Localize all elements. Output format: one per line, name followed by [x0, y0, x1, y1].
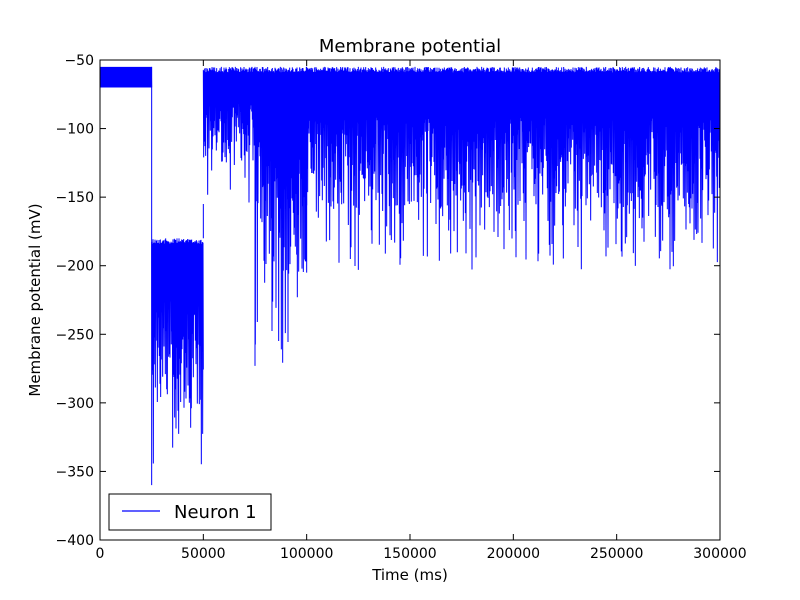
x-tick-label: 0: [96, 546, 105, 562]
series-line-segment: [151, 238, 204, 465]
series-line-segment: [306, 66, 359, 266]
y-tick-label: −350: [56, 464, 94, 480]
y-tick-label: −400: [56, 533, 94, 549]
axis-ticks: 0 50000 100000 150000 200000 250000 300000 −400…: [56, 53, 747, 562]
x-axis-label: Time (ms): [371, 566, 448, 584]
y-tick-label: −100: [56, 122, 94, 138]
y-tick-label: −300: [56, 396, 94, 412]
y-tick-label: −200: [56, 259, 94, 275]
y-axis-label: Membrane potential (mV): [26, 203, 44, 396]
chart-title: Membrane potential: [319, 36, 501, 57]
series-line-segment: [254, 66, 308, 363]
x-tick-label: 200000: [487, 546, 540, 562]
series-line-segment: [357, 66, 721, 270]
legend: Neuron 1: [108, 493, 272, 531]
series-line-segment: [99, 66, 153, 88]
y-tick-label: −150: [56, 190, 94, 206]
x-tick-label: 300000: [693, 546, 746, 562]
legend-label-neuron-1: Neuron 1: [174, 502, 257, 523]
series-neuron-1: [99, 66, 721, 486]
y-tick-label: −50: [64, 53, 94, 69]
legend-box: [108, 493, 272, 531]
x-tick-label: 50000: [181, 546, 226, 562]
x-tick-label: 100000: [280, 546, 333, 562]
series-line-segment: [202, 66, 256, 203]
x-tick-label: 250000: [590, 546, 643, 562]
y-tick-label: −250: [56, 327, 94, 343]
x-tick-label: 150000: [383, 546, 436, 562]
